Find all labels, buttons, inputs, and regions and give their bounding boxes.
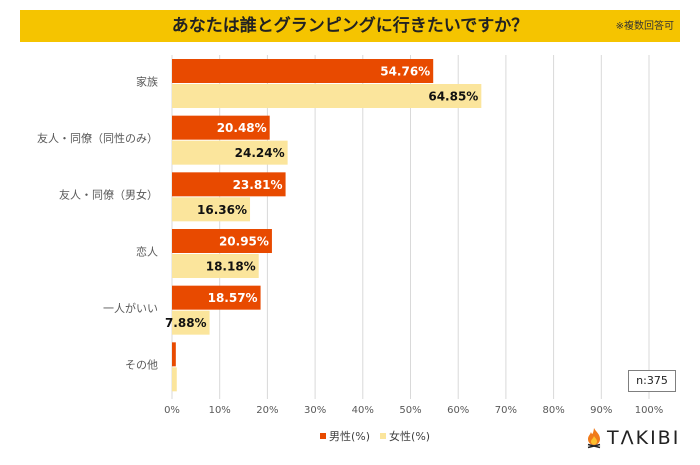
bar-female xyxy=(172,84,482,108)
campfire-icon xyxy=(587,428,601,449)
data-label: 23.81% xyxy=(233,178,283,192)
bar-male xyxy=(172,172,286,197)
data-label: 20.95% xyxy=(219,235,269,249)
x-tick-label: 100% xyxy=(635,405,664,416)
data-label: 18.18% xyxy=(206,260,256,274)
legend-item-female: 女性(%) xyxy=(380,428,430,444)
bar-male xyxy=(172,229,272,253)
bar-male xyxy=(172,59,434,83)
header-banner: あなたは誰とグランピングに行きたいですか？ ※複数回答可 xyxy=(20,10,680,42)
bar-female xyxy=(172,140,288,165)
bar-female xyxy=(172,310,210,335)
bar-female xyxy=(172,367,177,392)
x-tick-label: 80% xyxy=(542,405,564,416)
category-label: その他 xyxy=(125,359,158,372)
chart-title: あなたは誰とグランピングに行きたいですか？ xyxy=(171,16,529,36)
data-label: 64.85% xyxy=(428,90,478,104)
bar-male xyxy=(172,342,176,367)
category-label: 友人・同僚（男女） xyxy=(59,188,158,202)
takibi-logo: TΛKIBI xyxy=(585,427,680,449)
legend-item-male: 男性(%) xyxy=(320,428,370,444)
x-tick-label: 30% xyxy=(304,405,326,416)
logo-text: TΛKIBI xyxy=(607,427,681,449)
x-tick-label: 60% xyxy=(447,405,469,416)
data-label: 24.24% xyxy=(235,146,285,160)
data-label: 16.36% xyxy=(197,203,247,217)
data-label: 54.76% xyxy=(380,65,430,79)
x-tick-label: 70% xyxy=(495,405,517,416)
data-label: 7.88% xyxy=(165,316,207,330)
bar-female xyxy=(172,197,251,222)
x-tick-label: 0% xyxy=(164,405,180,416)
legend-label-female: 女性(%) xyxy=(389,430,431,443)
category-label: 家族 xyxy=(136,74,158,88)
category-label: 一人がいい xyxy=(103,301,158,315)
legend-swatch-female xyxy=(380,433,387,439)
x-tick-label: 20% xyxy=(256,405,278,416)
x-tick-label: 40% xyxy=(352,405,374,416)
x-tick-label: 90% xyxy=(590,405,612,416)
data-label: 20.48% xyxy=(217,121,267,135)
multiple-answers-note: ※複数回答可 xyxy=(615,21,674,32)
x-tick-label: 50% xyxy=(399,405,421,416)
legend-label-male: 男性(%) xyxy=(329,430,371,443)
sample-size-box: n:375 xyxy=(628,370,676,392)
bar-male xyxy=(172,285,261,310)
legend: 男性(%) 女性(%) xyxy=(320,428,430,444)
legend-swatch-male xyxy=(320,433,326,439)
category-label: 友人・同僚（同性のみ） xyxy=(37,131,158,145)
category-label: 恋人 xyxy=(136,244,158,258)
bar-female xyxy=(172,254,259,278)
x-tick-label: 10% xyxy=(209,405,231,416)
bar-male xyxy=(172,115,270,140)
data-label: 18.57% xyxy=(208,291,258,305)
